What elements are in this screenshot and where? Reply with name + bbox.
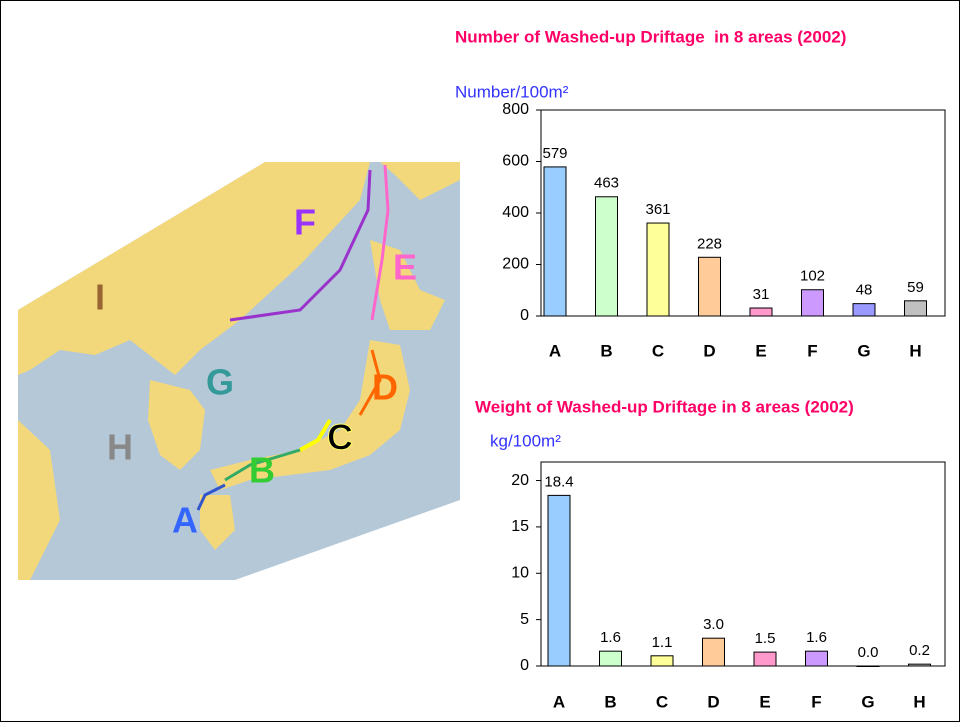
x-tick-label: C bbox=[652, 341, 664, 360]
plot-frame bbox=[540, 461, 946, 667]
x-tick-label: A bbox=[549, 341, 561, 360]
bar bbox=[646, 222, 670, 317]
data-label: 3.0 bbox=[703, 616, 724, 633]
map-label: H bbox=[107, 427, 133, 468]
data-label: 0.2 bbox=[909, 642, 930, 659]
data-label: 1.5 bbox=[755, 630, 776, 647]
china-coast bbox=[18, 420, 60, 580]
x-tick-label: G bbox=[857, 341, 870, 360]
x-tick-label: B bbox=[600, 341, 612, 360]
y-tick-label: 0 bbox=[520, 307, 529, 324]
bar bbox=[599, 650, 622, 667]
x-tick-label: H bbox=[913, 692, 925, 711]
chart-title: Number of Washed-up Driftage in 8 areas … bbox=[455, 27, 846, 46]
map bbox=[18, 162, 460, 580]
x-tick-label: D bbox=[707, 692, 719, 711]
map-label: D bbox=[372, 367, 398, 408]
coast-d bbox=[358, 349, 382, 416]
y-tick-label: 0 bbox=[520, 657, 529, 674]
map-label: B bbox=[249, 450, 275, 491]
honshu bbox=[210, 340, 410, 490]
data-label: 228 bbox=[697, 235, 722, 252]
x-tick-label: B bbox=[604, 692, 616, 711]
kyushu bbox=[200, 495, 235, 550]
y-axis-label: kg/100m² bbox=[490, 431, 561, 450]
data-label: 59 bbox=[907, 279, 924, 296]
coast-b bbox=[224, 448, 301, 482]
x-tick-label: A bbox=[553, 692, 565, 711]
bar bbox=[805, 650, 828, 667]
data-label: 18.4 bbox=[544, 473, 573, 490]
data-label: 31 bbox=[753, 286, 770, 303]
mainland bbox=[18, 162, 370, 375]
map-label: C bbox=[327, 417, 353, 458]
y-tick-label: 600 bbox=[502, 153, 529, 170]
hokkaido bbox=[370, 240, 445, 330]
y-tick-label: 800 bbox=[502, 101, 529, 118]
coast-f bbox=[229, 169, 372, 322]
x-tick-label: D bbox=[703, 341, 715, 360]
bar bbox=[547, 494, 571, 667]
bar bbox=[852, 303, 876, 317]
x-tick-label: E bbox=[755, 341, 766, 360]
coast-e bbox=[370, 164, 390, 321]
x-tick-label: H bbox=[909, 341, 921, 360]
data-label: 361 bbox=[645, 201, 670, 218]
y-tick-label: 5 bbox=[520, 611, 529, 628]
bar bbox=[753, 651, 777, 667]
y-tick-label: 200 bbox=[502, 256, 529, 273]
data-label: 0.0 bbox=[858, 644, 879, 661]
map-label: F bbox=[294, 202, 316, 243]
x-tick-label: C bbox=[656, 692, 668, 711]
x-tick-label: F bbox=[811, 692, 821, 711]
bar bbox=[904, 300, 927, 317]
x-tick-label: G bbox=[861, 692, 874, 711]
bar bbox=[543, 166, 567, 317]
data-label: 1.1 bbox=[652, 634, 673, 651]
sakhalin-top bbox=[380, 162, 460, 200]
y-tick-label: 10 bbox=[511, 564, 529, 581]
bar bbox=[595, 196, 618, 317]
data-label: 102 bbox=[800, 268, 825, 285]
y-tick-label: 15 bbox=[511, 518, 529, 535]
coast-a bbox=[196, 483, 226, 511]
data-label: 463 bbox=[594, 175, 619, 192]
bar bbox=[650, 655, 674, 667]
y-tick-label: 20 bbox=[511, 472, 529, 489]
map-label: G bbox=[206, 362, 234, 403]
data-label: 579 bbox=[542, 145, 567, 162]
bar bbox=[801, 289, 824, 317]
bar bbox=[908, 663, 931, 667]
y-tick-label: 400 bbox=[502, 204, 529, 221]
map-label: A bbox=[172, 500, 198, 541]
x-tick-label: F bbox=[807, 341, 817, 360]
y-axis-label: Number/100m² bbox=[455, 82, 569, 101]
coast-c bbox=[299, 418, 332, 452]
bar bbox=[749, 307, 773, 317]
x-tick-label: E bbox=[759, 692, 770, 711]
data-label: 48 bbox=[856, 282, 873, 299]
data-label: 1.6 bbox=[600, 629, 621, 646]
bar bbox=[856, 665, 880, 667]
chart-title: Weight of Washed-up Driftage in 8 areas … bbox=[475, 397, 854, 416]
korea bbox=[148, 380, 205, 470]
bar bbox=[698, 256, 721, 317]
map-label: I bbox=[95, 277, 105, 318]
bar bbox=[702, 637, 725, 667]
data-label: 1.6 bbox=[806, 629, 827, 646]
map-label: E bbox=[393, 247, 417, 288]
